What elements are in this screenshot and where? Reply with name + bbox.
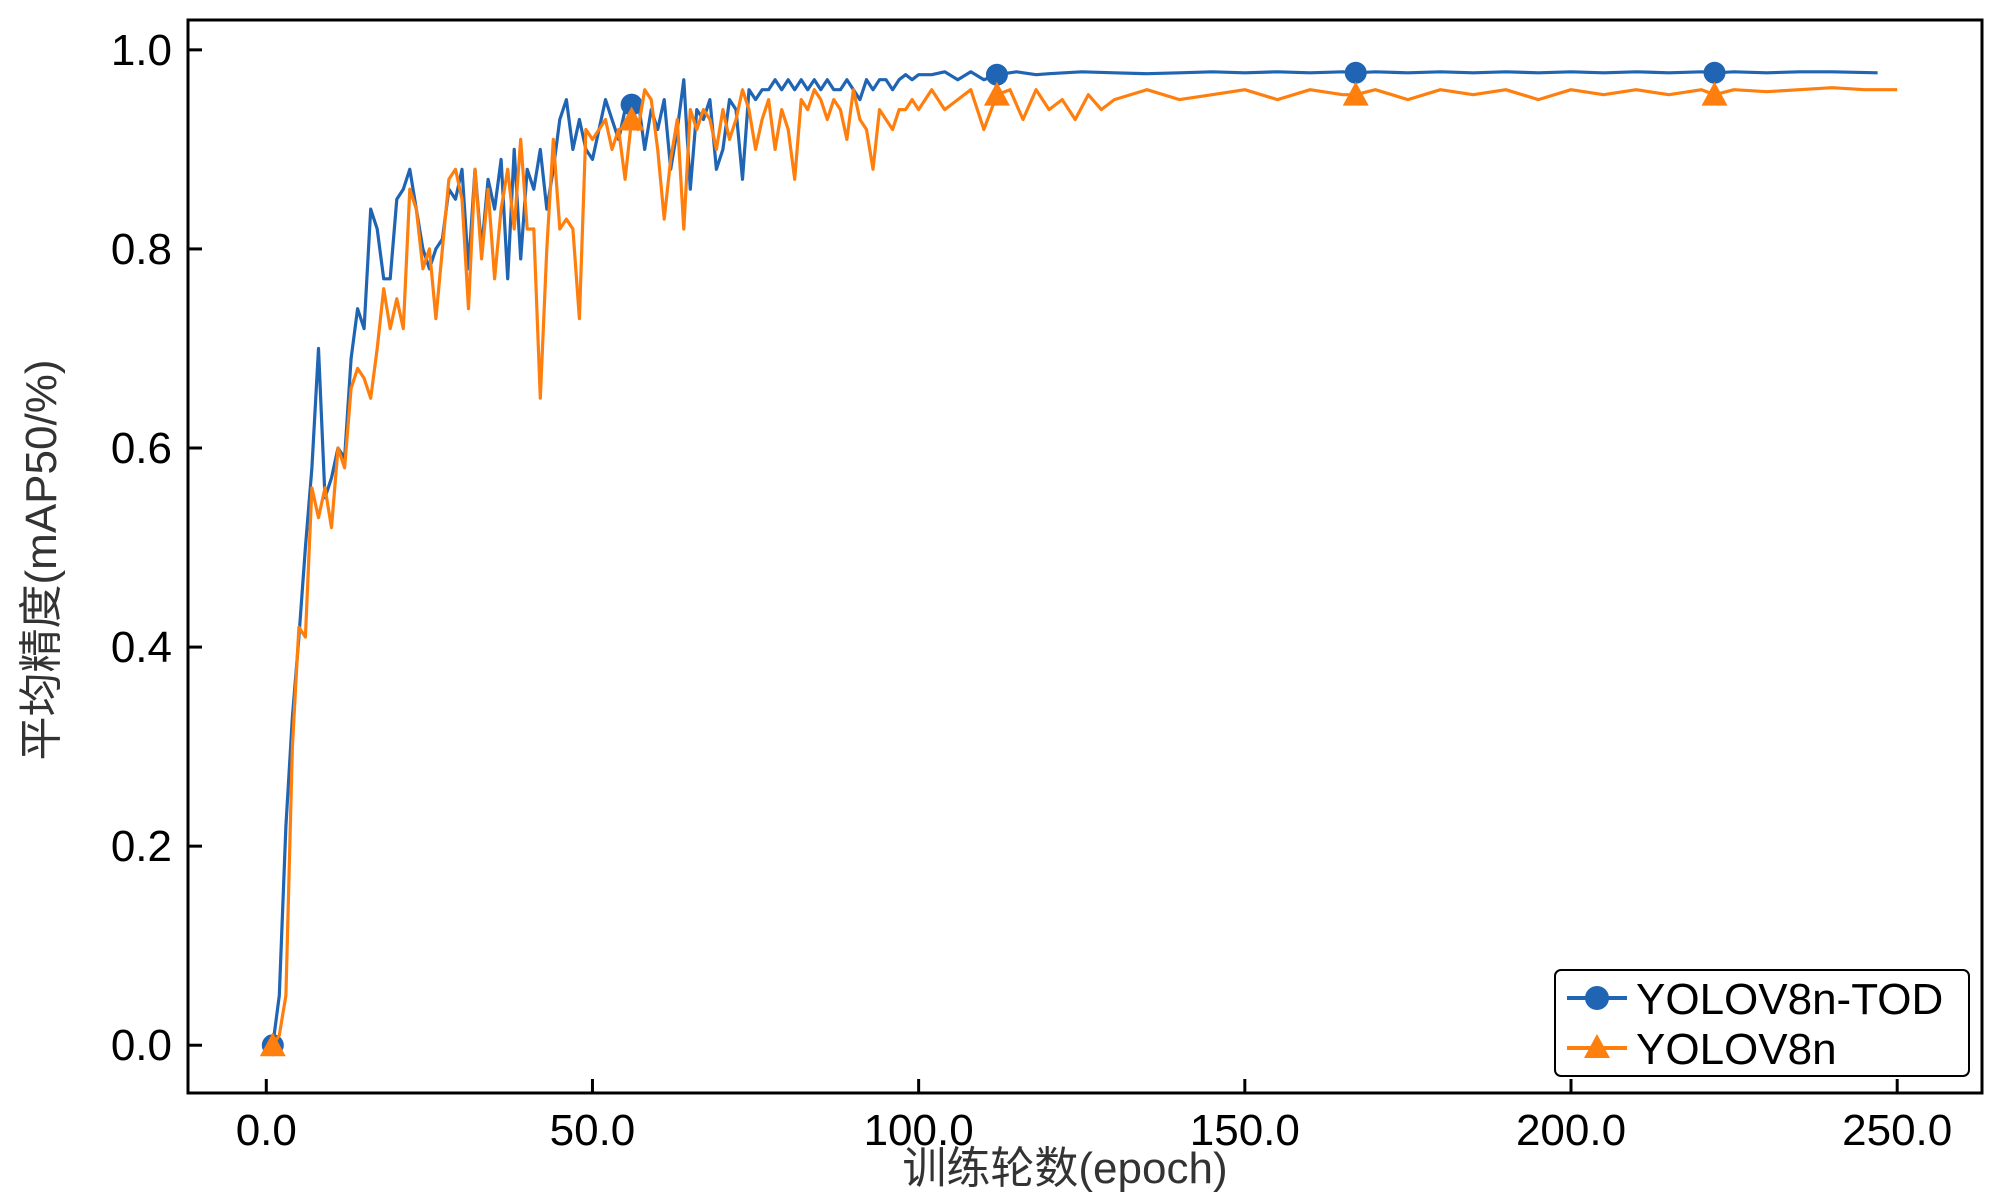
series-marker-yolov8n [618, 106, 645, 131]
x-axis: 0.0 50.0 100.0 150.0 200.0 250.0 [236, 1079, 1952, 1155]
x-tick-label: 50.0 [550, 1106, 636, 1155]
series-layer [259, 61, 1898, 1057]
legend-label-yolov8n-tod: YOLOV8n-TOD [1636, 975, 1943, 1024]
y-axis: 0.0 0.2 0.4 0.6 0.8 1.0 [111, 26, 202, 1070]
series-marker-yolov8n [259, 1032, 286, 1057]
legend-label-yolov8n: YOLOV8n [1636, 1025, 1837, 1074]
y-tick-label: 0.4 [111, 623, 172, 672]
legend-marker-circle [1585, 986, 1609, 1010]
y-tick-label: 0.0 [111, 1021, 172, 1070]
y-axis-title: 平均精度(mAP50/%) [17, 360, 66, 761]
x-tick-label: 250.0 [1842, 1106, 1952, 1155]
x-tick-label: 100.0 [864, 1106, 974, 1155]
y-tick-label: 0.6 [111, 424, 172, 473]
x-tick-label: 150.0 [1190, 1106, 1300, 1155]
series-line-yolov8n [271, 86, 1898, 1047]
y-tick-label: 1.0 [111, 26, 172, 75]
plot-frame [186, 18, 1984, 1095]
x-tick-label: 0.0 [236, 1106, 297, 1155]
legend-marker-triangle [1584, 1034, 1610, 1058]
x-axis-title: 训练轮数(epoch) [902, 1144, 1227, 1193]
series-marker-yolov8n [1701, 81, 1728, 106]
y-tick-label: 0.8 [111, 225, 172, 274]
series-marker-yolov8n [983, 81, 1010, 106]
series-marker-yolov8n-tod [620, 93, 643, 116]
legend-box [1554, 969, 1970, 1077]
series-marker-yolov8n-tod [1344, 61, 1367, 84]
y-tick-label: 0.2 [111, 822, 172, 871]
series-marker-yolov8n-tod [1703, 61, 1726, 84]
series-marker-yolov8n [1342, 81, 1369, 106]
x-tick-label: 200.0 [1516, 1106, 1626, 1155]
series-marker-yolov8n-tod [985, 63, 1008, 86]
legend: YOLOV8n-TOD YOLOV8n [1554, 969, 1970, 1077]
